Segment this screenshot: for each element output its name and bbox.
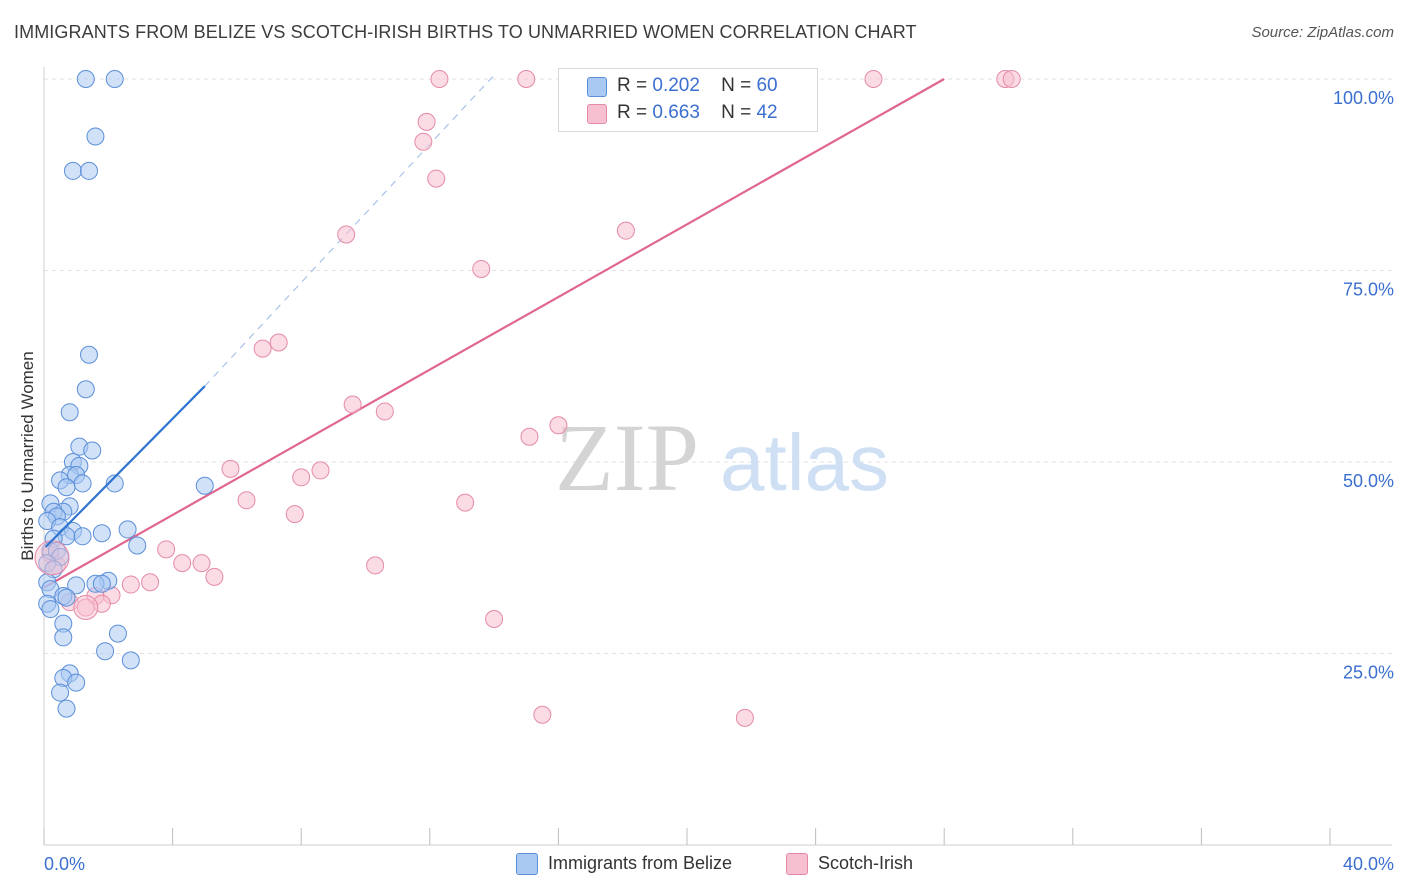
scotch-point bbox=[269, 333, 288, 352]
scotch-point bbox=[864, 70, 883, 88]
scotch-point bbox=[173, 554, 192, 573]
y-tick-label: 50.0% bbox=[1343, 471, 1394, 491]
bottom-legend-swatch-belize bbox=[516, 853, 538, 875]
scotch-point bbox=[292, 468, 311, 487]
legend-belize-n-value: 60 bbox=[756, 75, 778, 96]
belize-point bbox=[67, 576, 86, 595]
belize-point bbox=[41, 600, 60, 619]
stats-legend: R = 0.202 N = 60 R = 0.663 N = 42 bbox=[558, 68, 818, 132]
scotch-point bbox=[472, 259, 491, 278]
scotch-point bbox=[616, 221, 635, 240]
scotch-point bbox=[205, 567, 224, 586]
x-tick-label-max: 40.0% bbox=[1343, 854, 1394, 874]
belize-point bbox=[121, 651, 140, 670]
watermark-zip: ZIP bbox=[555, 404, 699, 511]
belize-point bbox=[51, 683, 70, 702]
legend-swatch-scotch bbox=[587, 104, 607, 124]
scotch-point bbox=[1002, 70, 1021, 88]
belize-point bbox=[57, 588, 76, 607]
belize-point bbox=[60, 403, 79, 422]
belize-point bbox=[128, 536, 147, 555]
legend-scotch-r-value: 0.663 bbox=[652, 102, 700, 123]
watermark: ZIP atlas bbox=[555, 404, 889, 511]
belize-point bbox=[54, 628, 73, 647]
scotch-point bbox=[237, 491, 256, 510]
source-label: Source: ZipAtlas.com bbox=[1251, 24, 1394, 41]
belize-point bbox=[57, 699, 76, 718]
chart-title: IMMIGRANTS FROM BELIZE VS SCOTCH-IRISH B… bbox=[14, 22, 917, 42]
belize-point bbox=[80, 161, 99, 180]
axes bbox=[43, 67, 1392, 846]
scotch-point bbox=[311, 461, 330, 480]
y-tick-label: 75.0% bbox=[1343, 280, 1394, 300]
legend-belize-r-label: R = bbox=[617, 75, 648, 96]
legend-scotch-r-label: R = bbox=[617, 102, 648, 123]
scotch-point bbox=[417, 112, 436, 131]
data-points bbox=[34, 70, 1021, 727]
belize-point bbox=[108, 624, 127, 643]
belize-point bbox=[63, 161, 82, 180]
scotch-trend-line bbox=[43, 78, 945, 589]
scotch-point bbox=[221, 459, 240, 478]
scotch-point bbox=[735, 708, 754, 727]
bottom-legend-label-scotch: Scotch-Irish bbox=[818, 853, 914, 873]
belize-point bbox=[80, 345, 99, 364]
belize-point bbox=[67, 673, 86, 692]
scotch-point bbox=[375, 402, 394, 421]
legend-scotch-n-label: N = bbox=[721, 102, 752, 123]
belize-point bbox=[73, 527, 92, 546]
belize-point bbox=[76, 380, 95, 399]
scotch-point bbox=[285, 505, 304, 524]
scotch-point bbox=[549, 416, 568, 435]
scotch-point bbox=[456, 493, 475, 512]
bottom-legend-swatch-scotch bbox=[786, 853, 808, 875]
belize-point bbox=[86, 127, 105, 146]
scotch-point bbox=[366, 556, 385, 575]
belize-point bbox=[73, 474, 92, 493]
belize-point bbox=[57, 478, 76, 497]
belize-point bbox=[83, 441, 102, 460]
scotch-point bbox=[517, 70, 536, 88]
scotch-point bbox=[430, 70, 449, 88]
y-tick-label: 100.0% bbox=[1333, 88, 1394, 108]
belize-point bbox=[92, 574, 111, 593]
belize-point bbox=[96, 642, 115, 661]
scotch-point bbox=[157, 540, 176, 559]
belize-point bbox=[105, 474, 124, 493]
y-tick-label: 25.0% bbox=[1343, 663, 1394, 683]
x-tick-label-min: 0.0% bbox=[44, 854, 85, 874]
belize-point bbox=[105, 70, 124, 88]
watermark-atlas: atlas bbox=[720, 418, 889, 507]
scotch-point bbox=[520, 427, 539, 446]
belize-point bbox=[76, 70, 95, 88]
scotch-point bbox=[343, 395, 362, 414]
belize-point bbox=[118, 520, 137, 539]
scotch-point-large bbox=[34, 540, 70, 576]
scotch-point bbox=[533, 705, 552, 724]
grid-lines bbox=[44, 78, 1392, 654]
axis-labels: 25.0% 50.0% 75.0% 100.0% 0.0% 40.0% Births to … bbox=[18, 88, 1394, 874]
scotch-point bbox=[427, 169, 446, 188]
scotch-point bbox=[414, 132, 433, 151]
scotch-point bbox=[192, 554, 211, 573]
scotch-point-large bbox=[73, 595, 99, 621]
scotch-point bbox=[121, 575, 140, 594]
belize-point bbox=[195, 476, 214, 495]
scotch-point bbox=[485, 610, 504, 629]
legend-belize-n-label: N = bbox=[721, 75, 752, 96]
bottom-legend-label-belize: Immigrants from Belize bbox=[548, 853, 733, 873]
scotch-point bbox=[141, 573, 160, 592]
scotch-point bbox=[253, 339, 272, 358]
belize-point bbox=[92, 524, 111, 543]
scotch-point bbox=[337, 225, 356, 244]
legend-scotch-n-value: 42 bbox=[756, 102, 778, 123]
legend-swatch-belize bbox=[587, 77, 607, 97]
trend-lines bbox=[43, 74, 945, 589]
legend-belize-r-value: 0.202 bbox=[652, 75, 700, 96]
belize-trend-line bbox=[44, 385, 206, 548]
y-axis-label: Births to Unmarried Women bbox=[18, 351, 37, 560]
